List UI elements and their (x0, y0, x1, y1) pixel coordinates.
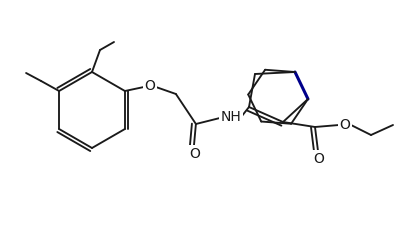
Text: O: O (190, 147, 200, 161)
Text: O: O (339, 118, 350, 132)
Text: O: O (314, 152, 325, 166)
Text: NH: NH (220, 110, 241, 124)
Text: O: O (144, 79, 155, 93)
